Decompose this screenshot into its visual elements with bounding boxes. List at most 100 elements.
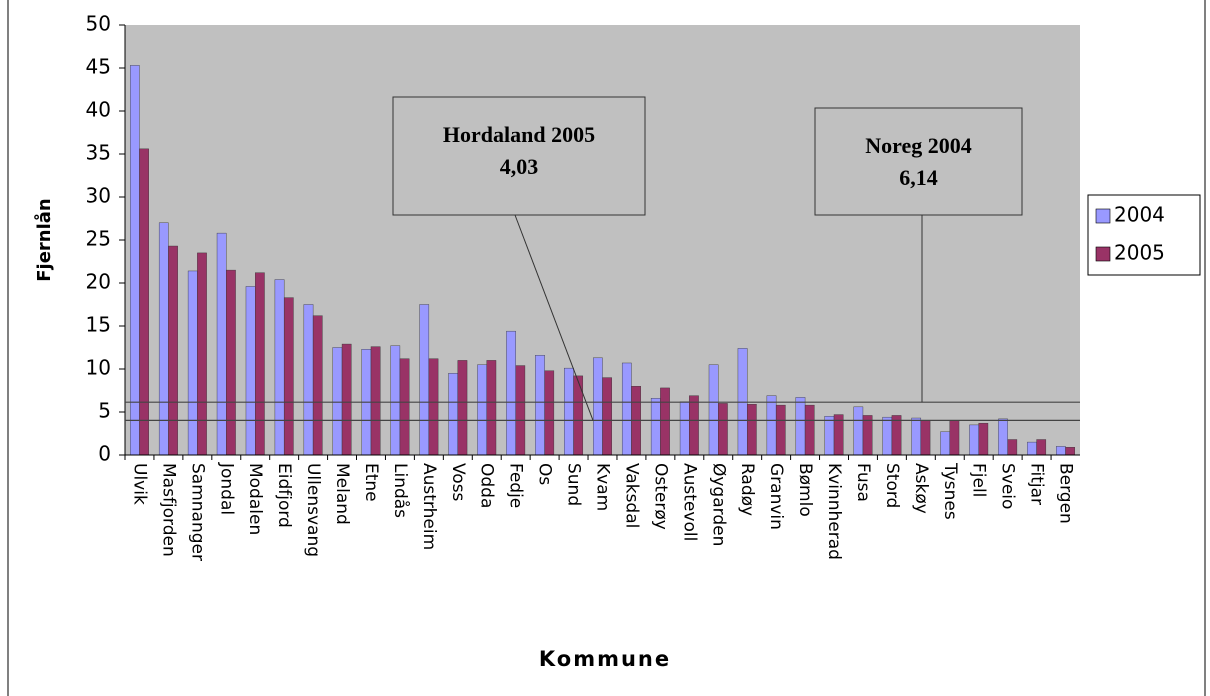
bar <box>804 404 815 456</box>
x-tick-label: Etne <box>361 463 381 502</box>
x-tick-label: Ullensvang <box>303 463 323 557</box>
y-tick-label: 15 <box>86 313 111 337</box>
annotation-box <box>814 107 1023 216</box>
bar <box>419 304 430 456</box>
legend-swatch <box>1095 246 1111 262</box>
annotation-text: Noreg 2004 <box>865 133 972 158</box>
bar <box>564 367 574 456</box>
bar <box>593 357 603 456</box>
bar <box>998 418 1008 456</box>
bar <box>216 232 227 456</box>
bar <box>535 355 545 456</box>
annotation-box <box>392 96 646 216</box>
bar <box>428 358 439 456</box>
x-tick-label: Ulvik <box>129 463 149 505</box>
y-tick-label: 20 <box>86 270 111 294</box>
x-tick-label: Fitjar <box>1027 463 1047 505</box>
bar <box>949 420 960 456</box>
bar <box>862 415 873 456</box>
bar <box>1056 446 1066 456</box>
bar <box>920 420 931 456</box>
annotation-value: 6,14 <box>899 165 938 190</box>
bar <box>139 148 149 456</box>
y-tick-label: 40 <box>86 98 111 122</box>
x-tick-label: Fedje <box>506 463 526 508</box>
bar <box>650 398 661 456</box>
x-tick-label: Bergen <box>1056 463 1076 524</box>
y-tick-label: 35 <box>86 141 111 165</box>
y-tick-label: 50 <box>86 12 111 36</box>
bar <box>891 415 902 456</box>
bar <box>573 375 584 456</box>
x-tick-label: Bømlo <box>795 463 815 517</box>
x-tick-label: Lindås <box>390 463 411 518</box>
x-tick-label: Kvam <box>593 463 613 511</box>
bar <box>274 279 285 456</box>
bar <box>746 404 757 456</box>
x-tick-label: Masfjorden <box>158 463 178 557</box>
bar <box>515 365 526 456</box>
bar <box>168 245 178 456</box>
bar <box>853 406 864 456</box>
bar <box>332 347 343 456</box>
bar <box>689 395 699 456</box>
bar <box>911 417 922 456</box>
bar <box>187 270 198 456</box>
bar <box>486 360 497 456</box>
x-tick-label: Askøy <box>911 463 931 514</box>
bar <box>602 377 612 456</box>
legend-label: 2004 <box>1114 203 1165 227</box>
y-tick-label: 30 <box>86 184 111 208</box>
x-tick-label: Os <box>535 463 555 485</box>
bar <box>978 422 989 456</box>
y-tick-label: 45 <box>86 55 111 79</box>
bar <box>708 364 719 456</box>
bar <box>795 397 806 456</box>
y-tick-label: 0 <box>98 442 111 466</box>
bar <box>255 272 265 456</box>
bar <box>766 395 777 456</box>
x-tick-label: Jondal <box>216 462 236 515</box>
x-tick-label: Odda <box>477 463 497 508</box>
bar <box>824 416 835 456</box>
x-tick-label: Fusa <box>853 463 873 502</box>
bar <box>312 315 323 456</box>
x-axis-label: Kommune <box>539 647 671 671</box>
leader-line <box>514 214 594 421</box>
y-axis-label: Fjernlån <box>33 198 55 282</box>
bar <box>303 304 314 456</box>
bar <box>1027 441 1037 456</box>
x-tick-label: Austevoll <box>679 463 699 541</box>
legend <box>1087 194 1201 276</box>
y-tick-label: 10 <box>86 356 111 380</box>
x-tick-label: Vaksdal <box>621 463 641 528</box>
bar <box>506 330 516 456</box>
bar <box>197 252 207 456</box>
bar <box>621 362 632 456</box>
x-tick-label: Radøy <box>737 463 757 516</box>
annotation-text: Hordaland 2005 <box>443 122 595 147</box>
bar <box>245 286 256 456</box>
bar <box>390 345 401 456</box>
x-tick-label: Eidfjord <box>274 463 294 528</box>
x-tick-label: Sveio <box>998 463 1018 509</box>
bar <box>544 370 555 456</box>
x-tick-label: Øygarden <box>708 463 728 546</box>
y-tick-label: 5 <box>98 399 111 423</box>
x-tick-label: Modalen <box>245 463 265 535</box>
bar <box>399 358 410 456</box>
bar <box>457 360 468 456</box>
x-tick-label: Kvinnherad <box>824 463 844 560</box>
legend-label: 2005 <box>1114 241 1165 265</box>
x-tick-label: Meland <box>332 463 352 525</box>
bar <box>477 364 487 456</box>
x-tick-label: Granvin <box>766 463 786 530</box>
x-tick-label: Voss <box>448 463 468 502</box>
x-tick-label: Austrheim <box>419 463 439 550</box>
bar <box>1007 439 1018 456</box>
bar <box>1065 447 1075 456</box>
bar <box>660 387 670 456</box>
y-tick-label: 25 <box>86 227 111 251</box>
legend-swatch <box>1095 208 1111 224</box>
